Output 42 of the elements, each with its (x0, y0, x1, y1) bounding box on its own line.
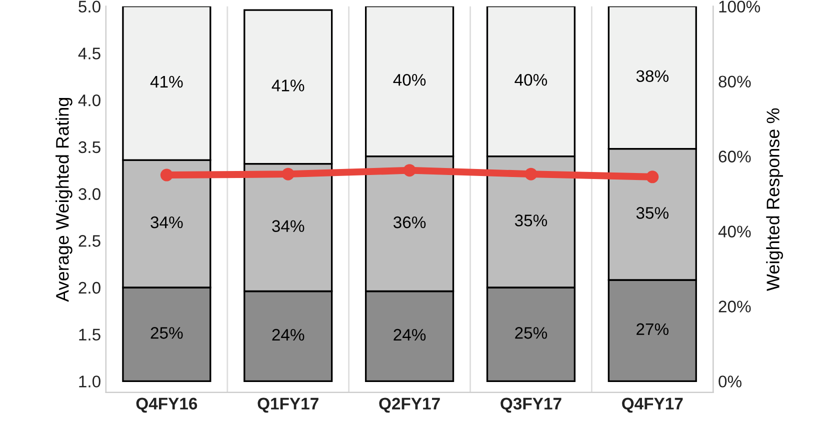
data-label: 25% (150, 327, 183, 339)
data-label: 40% (393, 74, 426, 86)
y2-tick-label: 80% (718, 76, 751, 88)
x-tick-label: Q2FY17 (379, 398, 440, 413)
x-tick-label: Q4FY17 (622, 398, 683, 413)
data-label: 41% (150, 76, 183, 88)
y2-tick-label: 20% (718, 300, 751, 312)
data-label: 38% (636, 70, 668, 82)
data-label: 35% (514, 214, 548, 226)
data-label: 24% (272, 328, 304, 341)
data-label: 27% (636, 323, 668, 336)
y-tick-label: 1.5 (79, 328, 100, 341)
data-label: 25% (515, 327, 548, 339)
y-tick-label: 5.0 (78, 0, 100, 13)
y-axis-title: Average Weighted Rating (56, 98, 72, 302)
point (403, 164, 416, 177)
y-tick-label: 3.5 (78, 141, 100, 154)
y2-tick-label: 60% (718, 150, 751, 162)
data-label: 35% (636, 207, 668, 219)
data-label: 34% (272, 220, 304, 232)
y2-tick-label: 40% (718, 226, 751, 238)
data-label: 40% (514, 74, 548, 86)
x-tick-label: Q3FY17 (500, 398, 562, 413)
y2-tick-label: 100% (719, 0, 760, 13)
y2-tick-label: 0% (718, 376, 742, 388)
x-tick-label: Q4FY16 (136, 398, 198, 413)
point (160, 168, 173, 182)
y2-axis-title: Weighted Response % (766, 108, 783, 291)
point (282, 168, 294, 180)
x-tick-label: Q1FY17 (258, 398, 318, 413)
data-label: 36% (393, 216, 426, 228)
y-tick-label: 2.0 (78, 282, 100, 294)
y-tick-label: 4.5 (78, 48, 100, 60)
data-label: 24% (394, 328, 426, 341)
y-tick-label: 4.0 (78, 94, 100, 106)
point (646, 170, 659, 184)
y-tick-label: 2.5 (78, 235, 100, 247)
point (524, 168, 538, 180)
y-tick-label: 1.0 (79, 376, 100, 388)
data-label: 41% (272, 80, 304, 92)
data-label: 34% (150, 216, 183, 228)
y-tick-label: 3.0 (78, 188, 100, 200)
